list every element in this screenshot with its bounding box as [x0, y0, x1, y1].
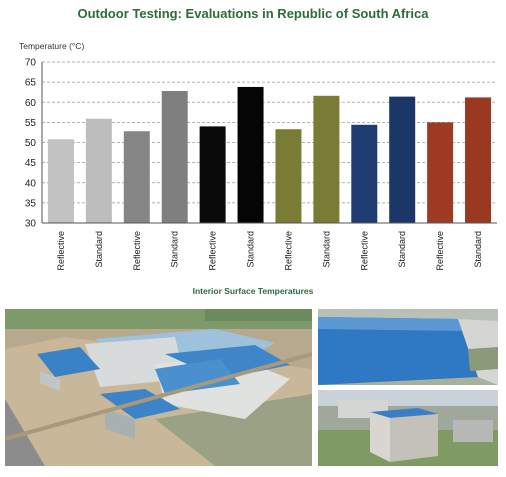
bar-chart: 30 35 40 45 50 55 60 65 70 Reflective Standard Refl… [25, 58, 497, 271]
bar [351, 124, 378, 223]
x-tick-label: Standard [397, 231, 407, 268]
bar [123, 131, 150, 223]
y-tick-label: 45 [25, 158, 37, 169]
x-tick-label: Standard [170, 231, 180, 268]
x-tick-label: Reflective [208, 231, 218, 271]
x-tick-label: Standard [246, 231, 256, 268]
x-tick-label: Standard [473, 231, 483, 268]
photos-caption: Interior Surface Temperatures [192, 286, 314, 296]
bar [465, 97, 492, 223]
bar [389, 96, 416, 223]
building-photo [318, 390, 498, 466]
bar [237, 86, 264, 223]
bar [199, 126, 226, 223]
x-tick-label: Reflective [359, 231, 369, 271]
y-tick-label: 55 [25, 118, 37, 129]
y-tick-label: 50 [25, 138, 37, 149]
x-tick-label: Reflective [283, 231, 293, 271]
bar [275, 129, 302, 223]
y-tick-label: 70 [25, 58, 37, 69]
bar [47, 139, 74, 223]
x-tick-label: Reflective [132, 231, 142, 271]
bar [161, 90, 188, 223]
y-tick-label: 40 [25, 178, 37, 189]
bar [85, 118, 112, 223]
bar [427, 122, 454, 223]
y-tick-label: 35 [25, 198, 37, 209]
x-tick-label: Standard [94, 231, 104, 268]
x-tick-label: Reflective [56, 231, 66, 271]
chart-title: Outdoor Testing: Evaluations in Republic… [77, 6, 429, 21]
y-axis-label: Temperature (°C) [19, 41, 85, 51]
y-tick-label: 30 [25, 219, 37, 230]
x-tick-label: Reflective [435, 231, 445, 271]
blue-roof-photo [318, 309, 498, 385]
y-tick-label: 65 [25, 78, 37, 89]
factory-aerial-photo [5, 309, 312, 466]
y-tick-label: 60 [25, 98, 37, 109]
x-tick-label: Standard [321, 231, 331, 268]
bar [313, 95, 340, 223]
